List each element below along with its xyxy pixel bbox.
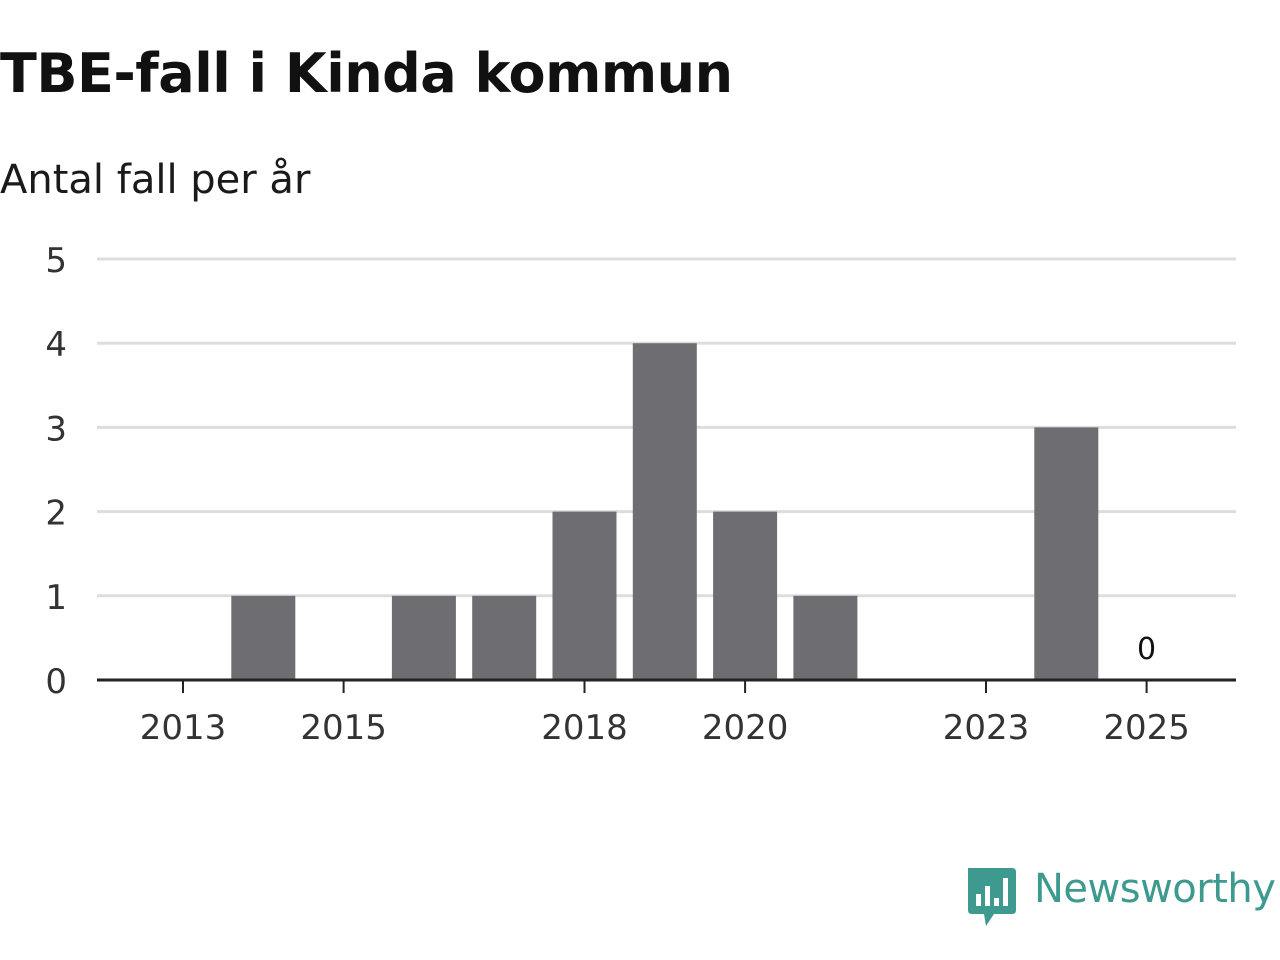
brand-name: Newsworthy: [1034, 866, 1276, 912]
bar-2020: [713, 511, 778, 680]
y-tick-label: 4: [45, 325, 67, 365]
bar-chart: 0 1 2 3 4 5 2013 2015 2018 2020 2023 2025 0: [45, 241, 1236, 748]
bar-2017: [472, 595, 537, 680]
x-tick-label: 2013: [140, 708, 227, 748]
x-tick-label: 2025: [1103, 708, 1190, 748]
chart-subtitle: Antal fall per år: [0, 157, 311, 203]
bars: [231, 343, 1099, 680]
labels: 0 1 2 3 4 5 2013 2015 2018 2020 2023 2025 0: [45, 241, 1190, 748]
bar-2014: [231, 595, 296, 680]
bar-2019: [632, 343, 697, 680]
chart-title: TBE-fall i Kinda kommun: [0, 42, 733, 105]
y-tick-label: 3: [45, 409, 67, 449]
y-tick-label: 0: [45, 662, 67, 702]
y-tick-label: 5: [45, 241, 67, 281]
newsworthy-brand: Newsworthy: [964, 864, 1276, 928]
y-tick-label: 1: [45, 578, 67, 618]
bar-2021: [793, 595, 858, 680]
bar-2016: [391, 595, 456, 680]
bar-2024: [1034, 427, 1099, 680]
bar-2018: [552, 511, 617, 680]
x-tick-label: 2023: [943, 708, 1030, 748]
y-tick-label: 2: [45, 494, 67, 534]
axes: [97, 678, 1236, 693]
newsworthy-logo-icon: [968, 868, 1016, 926]
x-tick-label: 2018: [541, 708, 628, 748]
data-label-2025: 0: [1137, 632, 1156, 667]
x-tick-label: 2015: [300, 708, 387, 748]
x-tick-label: 2020: [702, 708, 789, 748]
